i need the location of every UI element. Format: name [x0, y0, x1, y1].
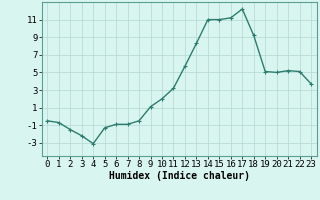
- X-axis label: Humidex (Indice chaleur): Humidex (Indice chaleur): [109, 171, 250, 181]
